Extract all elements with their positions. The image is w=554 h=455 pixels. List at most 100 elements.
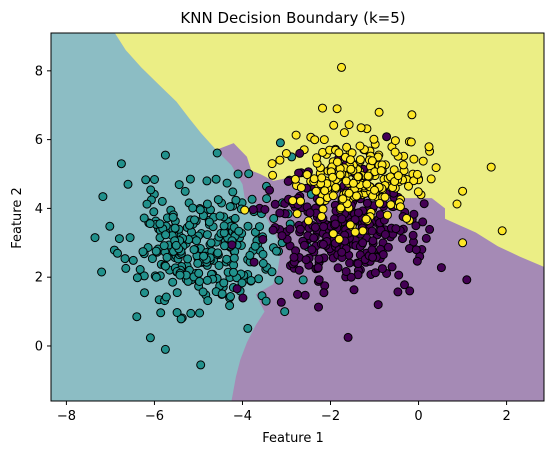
data-point-class2 [406,137,416,147]
data-point-class0 [248,205,258,215]
data-point-class1 [97,267,107,277]
data-point-class2 [281,149,291,158]
data-points [90,62,507,370]
y-axis-ticks: 0 2 4 6 8 [35,64,51,354]
data-point-class2 [376,166,386,176]
data-point-class0 [270,199,280,209]
data-point-class2 [318,204,328,214]
data-point-class2 [290,174,300,184]
data-point-class0 [313,263,323,273]
data-point-class2 [328,229,338,239]
data-point-class1 [233,169,243,179]
data-point-class0 [346,272,356,282]
data-point-class2 [338,194,348,204]
data-point-class2 [346,164,356,174]
data-point-class1 [142,199,152,209]
data-point-class2 [303,216,313,226]
data-point-class2 [335,170,345,180]
data-point-class2 [486,162,496,172]
data-point-class1 [174,180,184,190]
data-point-class1 [275,138,285,148]
data-point-class1 [219,221,229,231]
data-point-class2 [317,173,327,183]
data-point-class0 [232,284,242,294]
data-point-class0 [398,234,407,244]
data-point-class2 [296,196,305,206]
data-point-class1 [228,187,238,197]
data-point-class2 [350,227,360,237]
data-point-class1 [202,230,212,240]
data-point-class1 [135,265,145,274]
data-point-class1 [195,277,204,286]
data-point-class0 [345,258,355,268]
data-point-class2 [374,107,384,117]
data-point-class0 [330,219,340,229]
data-point-class2 [407,110,417,120]
data-point-class1 [180,186,190,196]
data-point-class2 [339,128,349,138]
data-point-class0 [412,256,422,266]
data-point-class0 [277,231,287,241]
data-point-class1 [234,226,244,236]
data-point-class2 [337,62,346,72]
data-point-class1 [237,278,247,288]
data-point-class0 [421,233,431,243]
data-point-class0 [307,245,317,255]
data-point-class2 [348,178,358,188]
data-point-class0 [314,275,324,285]
data-point-class0 [419,199,429,209]
plot-frame [50,32,545,402]
data-point-class2 [309,174,319,184]
data-point-class1 [176,314,186,324]
data-point-class1 [244,169,254,179]
y-tick-label: 8 [35,64,43,79]
data-point-class2 [367,156,377,166]
data-point-class2 [358,226,368,236]
data-point-class1 [113,248,122,258]
data-point-class0 [367,245,377,255]
data-point-class1 [185,220,194,230]
data-point-class0 [310,222,320,232]
data-point-class2 [390,147,400,157]
data-point-class1 [145,219,155,229]
data-point-class2 [356,123,366,133]
data-point-class1 [139,213,149,223]
data-point-class2 [292,209,302,219]
data-point-class1 [98,192,108,202]
data-point-class1 [168,277,178,287]
data-point-class2 [328,172,338,182]
data-point-class2 [328,191,338,201]
x-tick-label: −2 [321,409,340,424]
x-axis-label: Feature 1 [262,431,324,446]
data-point-class1 [172,288,182,298]
data-point-class1 [183,254,193,264]
data-point-class2 [334,234,344,244]
data-point-class0 [300,290,310,300]
data-point-class2 [352,191,361,201]
data-point-class2 [344,188,354,198]
data-point-class1 [243,221,253,231]
data-point-class0 [391,224,401,234]
data-point-class1 [212,148,222,158]
data-point-class0 [276,297,286,307]
data-point-class0 [408,230,418,240]
data-point-class1 [146,185,156,195]
data-point-class1 [186,308,196,318]
data-point-class1 [123,179,133,189]
data-point-class0 [377,264,387,274]
data-point-class0 [349,285,359,295]
data-point-class1 [140,288,149,298]
x-tick-label: −6 [145,409,164,424]
data-point-class0 [405,286,415,296]
data-point-class2 [402,213,412,223]
data-point-class1 [185,174,195,184]
data-point-class1 [229,267,238,277]
data-point-class2 [361,214,371,224]
data-point-class1 [214,261,224,270]
data-point-class1 [145,333,155,343]
data-point-class0 [309,233,319,243]
data-point-class1 [245,250,255,260]
data-point-class1 [204,217,214,227]
data-point-class1 [199,251,209,261]
data-point-class0 [314,254,324,264]
